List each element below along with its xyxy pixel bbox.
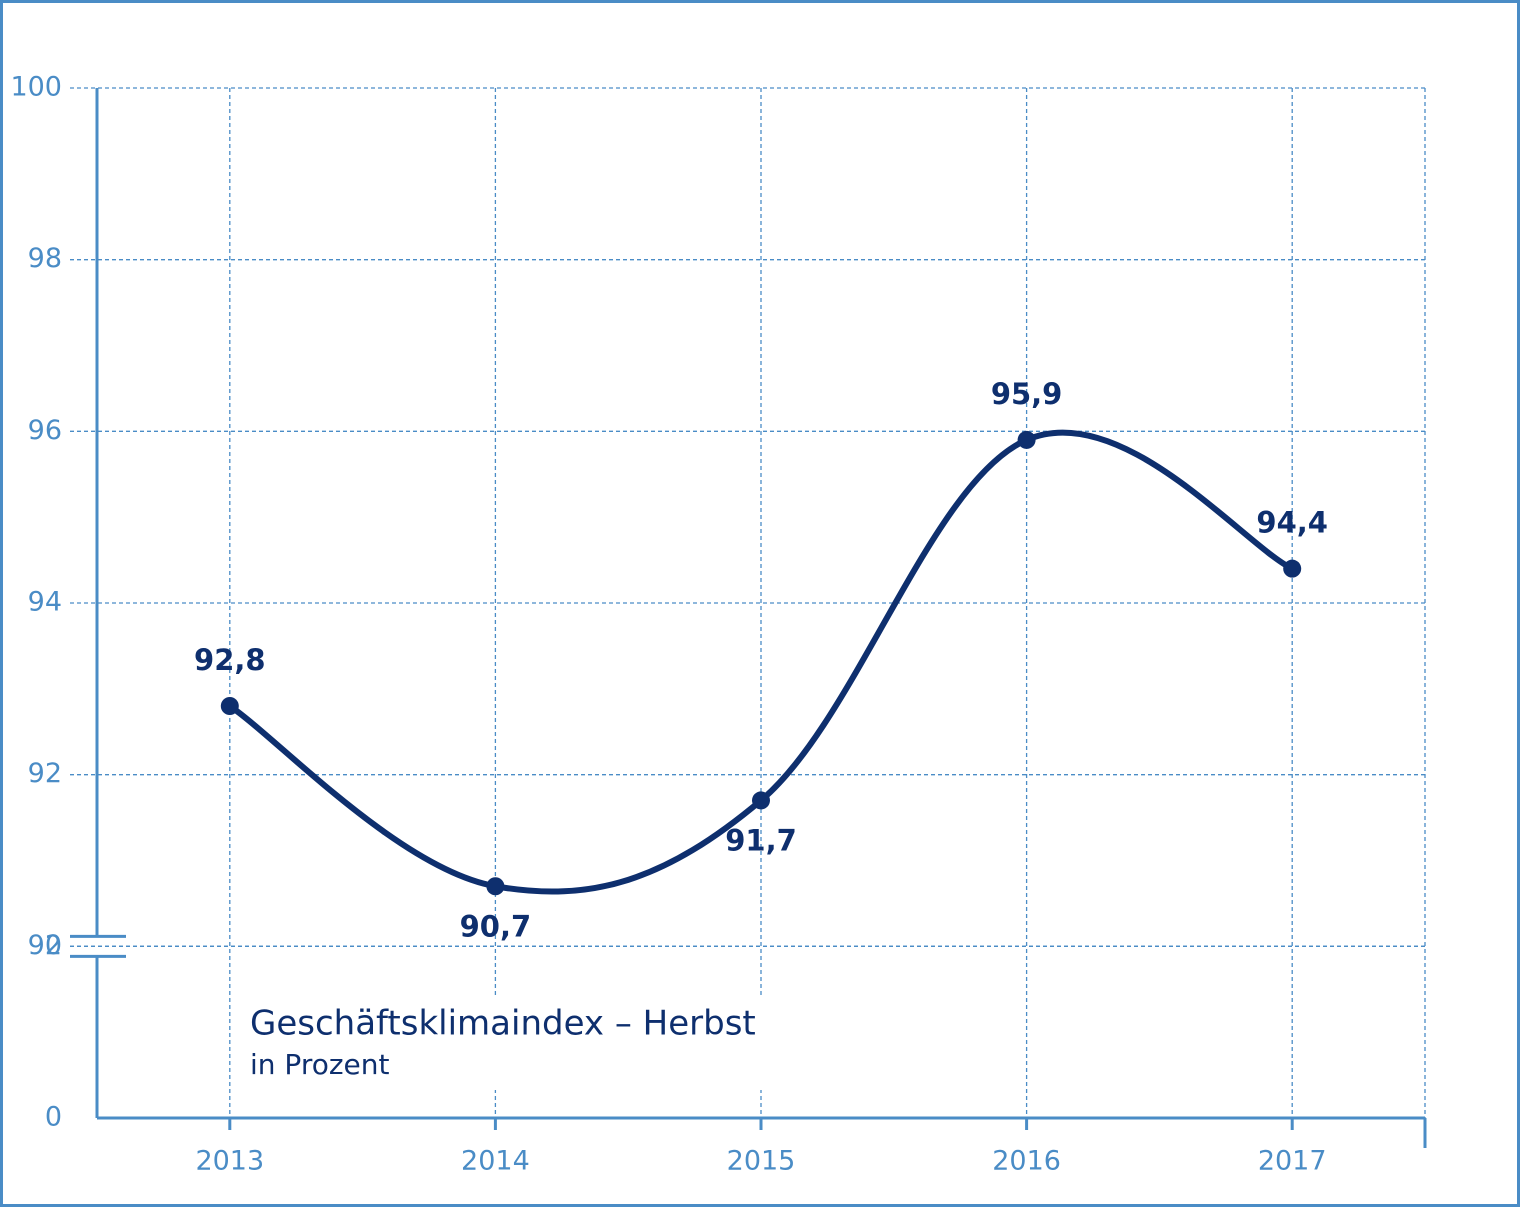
data-line <box>228 429 1294 895</box>
grid <box>70 87 1426 1118</box>
data-label: 95,9 <box>991 377 1063 411</box>
data-point <box>752 791 770 810</box>
x-tick-label: 2017 <box>1258 1146 1327 1177</box>
x-tick-label: 2015 <box>727 1146 796 1177</box>
chart-title: Geschäftsklimaindex – Herbst <box>250 1004 756 1044</box>
y-tick-label: 94 <box>28 587 62 618</box>
data-label: 90,7 <box>460 909 532 943</box>
chart-subtitle: in Prozent <box>250 1048 390 1081</box>
y-tick-label: 96 <box>28 415 62 446</box>
data-point <box>486 877 505 896</box>
data-label: 94,4 <box>1256 506 1328 540</box>
y-tick-label: 100 <box>10 72 62 103</box>
y-tick-label: 2 <box>45 930 62 961</box>
y-tick-label: 90 <box>28 930 62 961</box>
data-label: 91,7 <box>725 823 797 857</box>
data-point <box>1283 559 1302 578</box>
data-point <box>220 697 239 715</box>
title-backdrop <box>240 995 800 1090</box>
y-tick-label: 92 <box>28 758 62 789</box>
axis-break <box>70 934 126 958</box>
x-tick-label: 2013 <box>195 1146 264 1177</box>
y-tick-label: 98 <box>28 243 62 274</box>
data-label: 92,8 <box>194 643 266 677</box>
y-tick-label: 0 <box>45 1102 62 1133</box>
x-tick-label: 2016 <box>992 1146 1061 1177</box>
x-tick-label: 2014 <box>461 1146 530 1177</box>
data-point <box>1017 430 1036 449</box>
